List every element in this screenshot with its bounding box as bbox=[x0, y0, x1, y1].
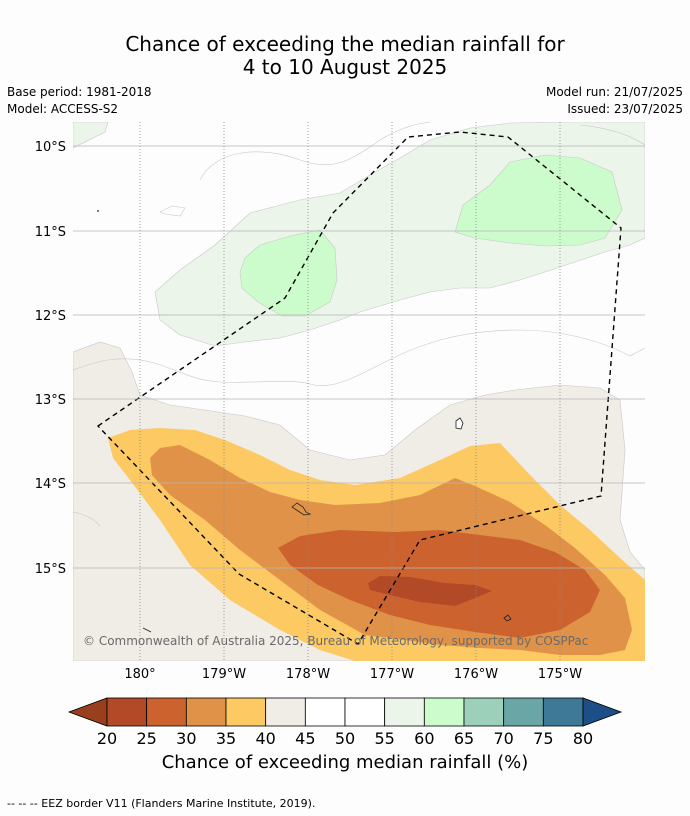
lat-label: 15°S bbox=[35, 562, 66, 577]
colorbar-high-extension bbox=[582, 697, 623, 727]
title-line-1: Chance of exceeding the median rainfall … bbox=[125, 32, 565, 56]
issued-text: Issued: 23/07/2025 bbox=[567, 102, 683, 116]
graticule bbox=[73, 122, 645, 661]
colorbar-low-extension bbox=[67, 697, 108, 727]
colorbar-tick-label: 40 bbox=[255, 729, 276, 748]
colorbar-title: Chance of exceeding median rainfall (%) bbox=[161, 752, 529, 773]
contour-line-c bbox=[159, 205, 186, 217]
colorbar-tick-label: 60 bbox=[414, 729, 435, 748]
colorbar-tick-label: 20 bbox=[96, 729, 118, 748]
colorbar bbox=[67, 697, 623, 727]
lon-label: 176°W bbox=[454, 667, 498, 682]
copyright-text: © Commonwealth of Australia 2025, Bureau… bbox=[83, 634, 588, 648]
island-3 bbox=[503, 614, 512, 622]
colorbar-segment bbox=[423, 697, 465, 727]
colorbar-segment bbox=[503, 697, 544, 727]
lat-label: 11°S bbox=[35, 225, 66, 240]
model-run-text: Model run: 21/07/2025 bbox=[545, 85, 683, 99]
contour-55-60-nw bbox=[73, 122, 109, 149]
lat-label: 13°S bbox=[35, 393, 66, 408]
colorbar-segment bbox=[344, 697, 386, 727]
island-5 bbox=[142, 627, 152, 633]
footnote: -- -- -- EEZ border V11 (Flanders Marine… bbox=[7, 797, 316, 810]
colorbar-tick-label: 50 bbox=[334, 729, 356, 748]
colorbar-segment bbox=[146, 697, 187, 727]
lat-label: 14°S bbox=[35, 477, 66, 492]
colorbar-tick-label: 65 bbox=[453, 729, 475, 748]
title-line-2: 4 to 10 August 2025 bbox=[242, 55, 448, 79]
lat-label: 12°S bbox=[35, 309, 66, 324]
lat-label: 10°S bbox=[35, 140, 66, 155]
contour-20-25 bbox=[368, 576, 492, 606]
contour-line-b bbox=[73, 329, 645, 387]
colorbar-tick-label: 80 bbox=[572, 729, 594, 748]
meta-right: Model run: 21/07/2025 Issued: 23/07/2025 bbox=[546, 84, 683, 118]
contour-line-a bbox=[199, 122, 431, 181]
contour-line-d bbox=[73, 511, 101, 527]
eez-border bbox=[96, 131, 622, 645]
colorbar-tick-label: 45 bbox=[295, 729, 316, 748]
contour-60-65-a bbox=[239, 229, 338, 317]
colorbar-segment bbox=[225, 697, 267, 727]
colorbar-tick-label: 30 bbox=[176, 729, 197, 748]
lon-label: 175°W bbox=[538, 667, 582, 682]
contour-60-65-b bbox=[454, 154, 623, 247]
colorbar-segment bbox=[463, 697, 505, 727]
colorbar-tick-label: 70 bbox=[493, 729, 514, 748]
colorbar-segment bbox=[304, 697, 346, 727]
colorbar-tick-label: 55 bbox=[374, 729, 395, 748]
lon-label: 177°W bbox=[370, 667, 414, 682]
colorbar-tick-label: 25 bbox=[136, 729, 157, 748]
lon-label: 180° bbox=[124, 667, 155, 682]
colorbar-tick-label: 75 bbox=[533, 729, 554, 748]
island-1 bbox=[455, 417, 464, 430]
colorbar-segment bbox=[106, 697, 148, 727]
colorbar-segment bbox=[542, 697, 584, 727]
colorbar-segment bbox=[384, 697, 425, 727]
lon-label: 179°W bbox=[202, 667, 246, 682]
lon-label: 178°W bbox=[286, 667, 330, 682]
island-4 bbox=[97, 210, 99, 212]
colorbar-tick-label: 35 bbox=[215, 729, 237, 748]
meta-left: Base period: 1981-2018 Model: ACCESS-S2 bbox=[7, 84, 152, 118]
colorbar-segment bbox=[265, 697, 306, 727]
colorbar-segment bbox=[185, 697, 227, 727]
model-text: Model: ACCESS-S2 bbox=[7, 102, 119, 116]
base-period-text: Base period: 1981-2018 bbox=[7, 85, 152, 99]
contour-line-e bbox=[579, 124, 645, 146]
axis-ticks: 10°S 11°S 12°S 13°S 14°S 15°S 180° 179°W 178°W 17… bbox=[35, 140, 583, 682]
